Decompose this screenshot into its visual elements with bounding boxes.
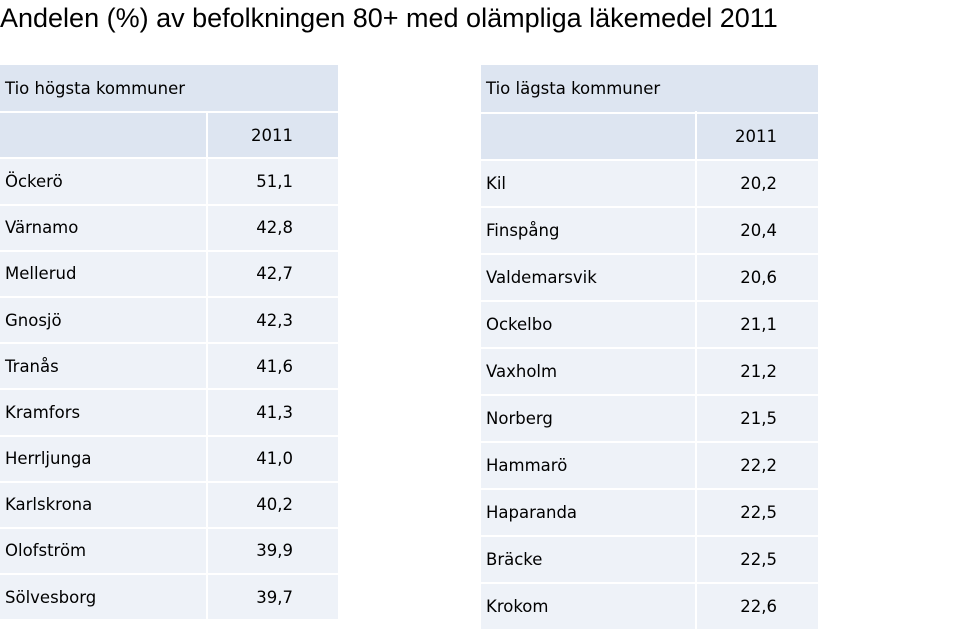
percentage-value: 39,9	[256, 541, 293, 561]
table-heading: Tio lägsta kommuner	[486, 79, 661, 98]
municipality-name: Valdemarsvik	[486, 268, 597, 287]
table-row: Öckerö 51,1	[0, 157, 338, 204]
municipality-name: Mellerud	[5, 264, 77, 284]
table-row: Sölvesborg 39,7	[0, 573, 338, 620]
year-header: 2011	[735, 127, 777, 146]
column-divider	[206, 111, 208, 621]
municipality-name: Gnosjö	[5, 310, 62, 330]
year-header: 2011	[251, 125, 293, 145]
municipality-name: Tranås	[5, 356, 59, 376]
percentage-value: 51,1	[256, 171, 293, 191]
percentage-value: 20,4	[740, 221, 777, 240]
percentage-value: 42,3	[256, 310, 293, 330]
table-row: Finspång 20,4	[481, 206, 818, 253]
percentage-value: 21,5	[740, 409, 777, 428]
percentage-value: 41,0	[256, 449, 293, 469]
table-row: Tranås 41,6	[0, 342, 338, 389]
municipality-name: Kramfors	[5, 402, 81, 422]
municipality-name: Öckerö	[5, 171, 63, 191]
table-row: Valdemarsvik 20,6	[481, 253, 818, 300]
percentage-value: 22,6	[740, 597, 777, 616]
percentage-value: 42,7	[256, 264, 293, 284]
municipality-name: Haparanda	[486, 503, 578, 522]
percentage-value: 39,7	[256, 587, 293, 607]
table-year-row: 2011	[0, 111, 338, 158]
municipality-name: Finspång	[486, 221, 560, 240]
top-ten-table: Tio högsta kommuner 2011 Öckerö 51,1 Värn…	[0, 65, 338, 620]
table-row: Värnamo 42,8	[0, 203, 338, 250]
table-heading-row: Tio lägsta kommuner	[481, 65, 818, 112]
municipality-name: Värnamo	[5, 218, 79, 238]
table-row: Norberg 21,5	[481, 394, 818, 441]
municipality-name: Krokom	[486, 597, 549, 616]
table-heading: Tio högsta kommuner	[5, 78, 186, 98]
table-row: Karlskrona 40,2	[0, 480, 338, 527]
percentage-value: 22,5	[740, 550, 777, 569]
page-title: Andelen (%) av befolkningen 80+ med oläm…	[0, 3, 778, 33]
percentage-value: 42,8	[256, 218, 293, 238]
percentage-value: 20,2	[740, 174, 777, 193]
table-row: Olofström 39,9	[0, 526, 338, 574]
municipality-name: Olofström	[5, 541, 87, 561]
column-divider	[695, 111, 697, 629]
bottom-ten-table: Tio lägsta kommuner 2011 Kil 20,2 Finspån…	[481, 65, 818, 629]
percentage-value: 21,1	[740, 315, 777, 334]
table-row: Vaxholm 21,2	[481, 347, 818, 394]
table-row: Bräcke 22,5	[481, 535, 818, 582]
table-year-row: 2011	[481, 112, 818, 159]
table-row: Mellerud 42,7	[0, 249, 338, 296]
percentage-value: 21,2	[740, 362, 777, 381]
table-row: Krokom 22,6	[481, 582, 818, 629]
municipality-name: Ockelbo	[486, 315, 553, 334]
percentage-value: 40,2	[256, 495, 293, 515]
municipality-name: Karlskrona	[5, 495, 93, 515]
table-row: Hammarö 22,2	[481, 441, 818, 488]
table-row: Haparanda 22,5	[481, 488, 818, 535]
municipality-name: Vaxholm	[486, 362, 558, 381]
percentage-value: 20,6	[740, 268, 777, 287]
municipality-name: Kil	[486, 174, 506, 193]
table-row: Gnosjö 42,3	[0, 295, 338, 343]
percentage-value: 22,5	[740, 503, 777, 522]
percentage-value: 41,3	[256, 402, 293, 422]
municipality-name: Herrljunga	[5, 449, 92, 469]
table-row: Herrljunga 41,0	[0, 434, 338, 481]
percentage-value: 22,2	[740, 456, 777, 475]
municipality-name: Norberg	[486, 409, 553, 428]
table-row: Kramfors 41,3	[0, 388, 338, 435]
table-heading-row: Tio högsta kommuner	[0, 65, 338, 112]
municipality-name: Sölvesborg	[5, 587, 97, 607]
municipality-name: Bräcke	[486, 550, 543, 569]
municipality-name: Hammarö	[486, 456, 568, 475]
table-row: Kil 20,2	[481, 159, 818, 206]
table-row: Ockelbo 21,1	[481, 300, 818, 347]
percentage-value: 41,6	[256, 356, 293, 376]
